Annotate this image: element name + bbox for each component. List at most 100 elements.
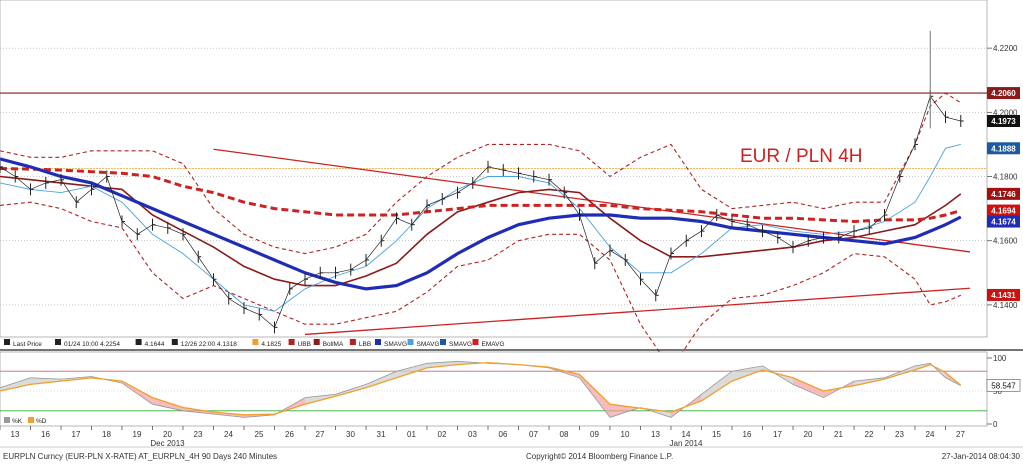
price-label-box — [987, 187, 1020, 200]
legend-swatch — [472, 339, 479, 345]
x-tick-label: 14 — [682, 430, 691, 439]
legend-label: LBB — [359, 341, 371, 348]
x-tick-label: 31 — [377, 430, 386, 439]
price-label-box — [987, 114, 1020, 127]
legend-label: SMAVG — [384, 341, 407, 348]
trendline — [304, 287, 970, 336]
x-tick-label: 25 — [255, 430, 264, 439]
osc-fill — [732, 365, 763, 382]
osc-fill — [701, 371, 732, 401]
osc-fill — [30, 377, 61, 385]
price-label-box — [987, 215, 1020, 228]
footer-right: 27-Jan-2014 08:04:30 — [942, 452, 1021, 461]
x-tick-label: 19 — [133, 430, 142, 439]
x-tick-label: 18 — [102, 430, 111, 439]
x-tick-label: 24 — [224, 430, 233, 439]
x-tick-label: 13 — [11, 430, 20, 439]
osc-fill — [396, 363, 427, 378]
legend-label: BollMA — [323, 341, 344, 348]
legend-label: 4.1644 — [145, 341, 165, 348]
x-tick-label: 09 — [590, 430, 599, 439]
legend-label: Last Price — [13, 341, 42, 348]
osc-fill — [152, 397, 183, 411]
osc-legend-label: %K — [12, 418, 23, 425]
x-tick-label: 30 — [346, 430, 355, 439]
osc-fill — [122, 381, 153, 405]
y-tick-label: 4.1800 — [993, 173, 1018, 182]
osc-d-line — [0, 361, 962, 416]
osc-legend-label: %D — [36, 418, 47, 425]
legend-swatch — [252, 339, 259, 345]
osc-fill — [213, 412, 244, 418]
legend-swatch — [135, 339, 142, 345]
osc-fill — [335, 384, 366, 397]
legend-swatch — [407, 339, 414, 345]
osc-legend-swatch — [4, 417, 10, 423]
price-label: 4.1431 — [991, 291, 1016, 300]
x-tick-label: 13 — [651, 430, 660, 439]
x-tick-label: 20 — [163, 430, 172, 439]
osc-fill — [793, 377, 824, 398]
osc-fill — [0, 377, 31, 391]
x-tick-label: 23 — [895, 430, 904, 439]
price-label-box — [987, 87, 1020, 100]
legend-swatch — [55, 339, 61, 345]
x-tick-label: 22 — [865, 430, 874, 439]
price-label-box — [987, 142, 1020, 155]
trendline — [213, 148, 970, 253]
chart-annotation: EUR / PLN 4H — [740, 146, 862, 167]
price-label: 4.1746 — [991, 190, 1016, 199]
price-label: 4.1973 — [991, 117, 1016, 126]
osc-legend-swatch — [28, 417, 34, 423]
footer-left: EURPLN Curncy (EUR-PLN X-RATE) AT_EURPLN… — [3, 452, 277, 461]
emavg-line — [0, 167, 962, 224]
footer-center: Copyright© 2014 Bloomberg Finance L.P. — [526, 452, 673, 461]
x-tick-label: 24 — [926, 430, 935, 439]
osc-last-value: 58.547 — [991, 381, 1016, 390]
price-label: 4.1674 — [991, 218, 1016, 227]
y-tick-label: 4.2200 — [993, 44, 1018, 53]
price-label-box — [987, 288, 1020, 301]
x-tick-label: 20 — [804, 430, 813, 439]
price-label: 4.2060 — [991, 89, 1016, 98]
legend-label: SMAVG — [449, 341, 472, 348]
x-tick-label: 10 — [621, 430, 630, 439]
osc-fill — [366, 371, 397, 388]
x-tick-label: 01 — [407, 430, 416, 439]
x-tick-label: 08 — [560, 430, 569, 439]
x-tick-label: 15 — [712, 430, 721, 439]
legend-label: 4.1825 — [261, 341, 281, 348]
price-label-box — [987, 204, 1020, 217]
legend-label: EMAVG — [482, 341, 505, 348]
x-month-label: Dec 2013 — [150, 439, 185, 448]
osc-last-value-box — [986, 379, 1021, 392]
x-tick-label: 23 — [194, 430, 203, 439]
legend-swatch — [171, 339, 178, 345]
price-label: 4.1888 — [991, 144, 1016, 153]
y-tick-label: 4.2000 — [993, 108, 1018, 117]
x-tick-label: 27 — [956, 430, 965, 439]
x-month-label: Jan 2014 — [670, 439, 703, 448]
y-tick-label: 4.1600 — [993, 237, 1018, 246]
legend-swatch — [288, 339, 295, 345]
x-tick-label: 17 — [72, 430, 81, 439]
x-tick-label: 02 — [438, 430, 447, 439]
legend-swatch — [440, 339, 446, 345]
osc-y-tick-label: 100 — [993, 354, 1007, 363]
x-tick-label: 26 — [285, 430, 294, 439]
legend-label: UBB — [298, 341, 311, 348]
legend-label: 12/26 22:00 4.1318 — [181, 341, 237, 348]
legend-label: SMAVG — [417, 341, 440, 348]
price-label: 4.1694 — [991, 207, 1016, 216]
legend-swatch — [375, 339, 381, 345]
x-tick-label: 21 — [834, 430, 843, 439]
x-tick-label: 16 — [41, 430, 50, 439]
x-tick-label: 07 — [529, 430, 538, 439]
x-tick-label: 03 — [468, 430, 477, 439]
legend-swatch — [4, 339, 10, 345]
x-tick-label: 17 — [773, 430, 782, 439]
legend-label: 01/24 10:00 4.2254 — [64, 341, 120, 348]
x-tick-label: 06 — [499, 430, 508, 439]
